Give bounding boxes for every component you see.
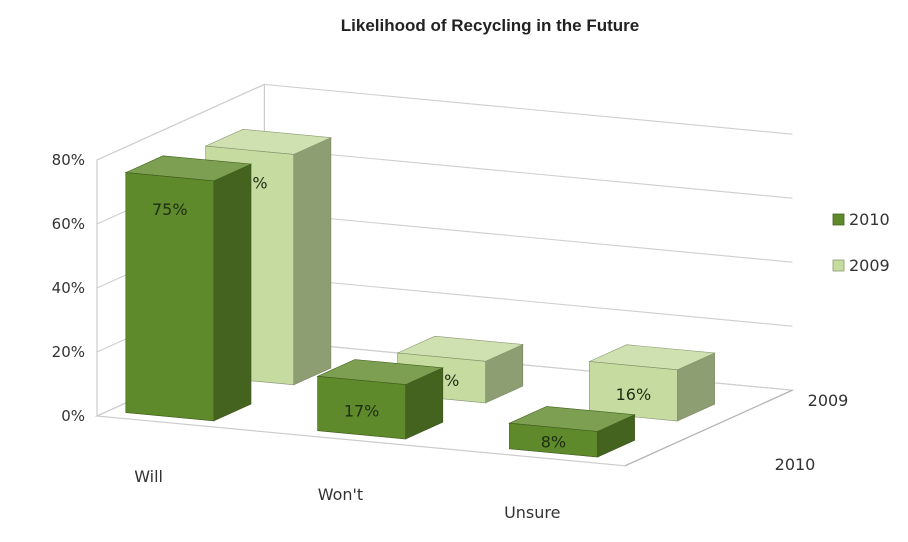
category-label: Won't [318,485,363,504]
bar-front [589,361,678,422]
y-tick-label: 20% [52,343,85,361]
bar-side [213,163,252,422]
gridline [96,83,793,161]
legend-swatch [832,213,845,226]
category-label: Will [134,467,163,486]
legend-swatch [832,259,845,272]
depth-axis: 2009 2010 [624,389,849,474]
bar-2009-2: 16% [588,344,716,422]
y-tick-label: 60% [52,215,85,233]
bar-front [125,172,215,422]
bar-side [293,137,332,386]
legend: 2010 2009 [832,210,890,275]
bar-front [509,422,598,458]
depth-label: 2009 [808,391,849,410]
data-label: 17% [344,401,380,420]
bar-2010-0: 75% [124,155,253,422]
y-tick-label: 40% [52,279,85,297]
category-label: Unsure [504,503,560,522]
y-tick-label: 0% [61,407,85,425]
category-labels: Will Won't Unsure [134,467,560,522]
legend-label: 2010 [849,210,890,229]
data-label: 75% [152,200,188,219]
data-label: 8% [541,432,566,451]
bars: 72%13%16%75%17%8% [124,128,716,458]
y-tick-label: 80% [52,151,85,169]
bar-2010-1: 17% [316,359,444,440]
bar-2010-2: 8% [508,406,636,458]
depth-axis-line [624,389,793,467]
depth-label: 2010 [775,455,816,474]
legend-label: 2009 [849,256,890,275]
y-axis-ticks: 0% 20% 40% 60% 80% [52,151,85,425]
chart-title: Likelihood of Recycling in the Future [341,16,639,35]
bar-front [317,375,406,440]
data-label: 16% [616,385,652,404]
